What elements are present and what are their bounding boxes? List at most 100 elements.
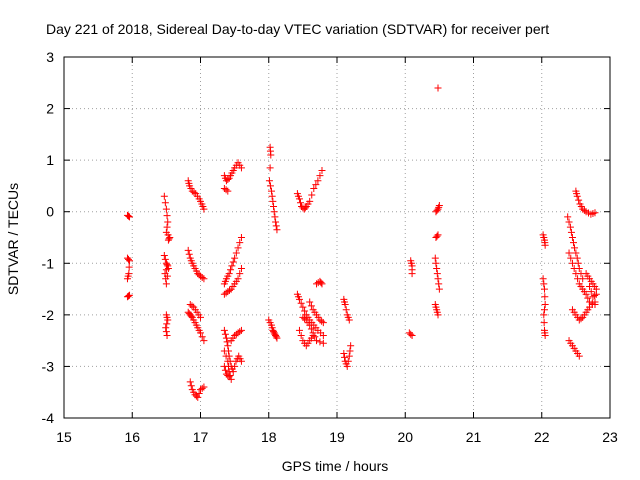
- data-point: [237, 326, 245, 334]
- data-point: [584, 294, 592, 302]
- data-point: [190, 188, 198, 196]
- x-tick-label: 22: [534, 429, 550, 445]
- data-point: [231, 254, 239, 262]
- data-point: [124, 255, 132, 263]
- data-point: [306, 321, 314, 329]
- data-point: [568, 234, 576, 241]
- data-point: [270, 208, 278, 216]
- data-point: [591, 292, 599, 300]
- data-point: [297, 331, 305, 339]
- data-point: [346, 347, 354, 355]
- x-tick-label: 16: [124, 429, 140, 445]
- data-point: [267, 187, 275, 195]
- data-point: [237, 164, 245, 172]
- data-point: [296, 199, 304, 207]
- data-point: [195, 390, 203, 398]
- data-point: [187, 312, 195, 320]
- data-point: [228, 262, 236, 270]
- data-point: [273, 226, 281, 234]
- data-point: [575, 352, 583, 360]
- data-point: [161, 199, 169, 207]
- data-point: [126, 257, 134, 265]
- data-point: [162, 328, 170, 336]
- data-point: [341, 353, 349, 361]
- data-point: [184, 246, 192, 254]
- data-point: [163, 320, 171, 328]
- data-point: [222, 186, 230, 194]
- data-point: [295, 195, 303, 203]
- data-point: [126, 291, 134, 299]
- data-point: [306, 197, 314, 205]
- data-point: [343, 362, 351, 370]
- data-point: [272, 333, 280, 341]
- data-point: [225, 373, 233, 381]
- y-tick-label: -3: [42, 358, 55, 374]
- data-point: [299, 303, 307, 311]
- x-tick-label: 19: [329, 429, 345, 445]
- data-point: [540, 306, 548, 314]
- data-point: [564, 213, 572, 221]
- x-tick-label: 15: [56, 429, 72, 445]
- data-point: [160, 252, 168, 260]
- data-point: [123, 275, 131, 283]
- data-point: [433, 270, 441, 278]
- data-point: [565, 249, 573, 257]
- data-point: [224, 342, 232, 350]
- data-point: [580, 206, 588, 214]
- data-point: [540, 285, 548, 293]
- data-point: [540, 311, 548, 319]
- data-point: [307, 302, 315, 310]
- data-point: [574, 275, 582, 283]
- data-point: [573, 254, 581, 262]
- data-point: [125, 263, 133, 271]
- data-point: [566, 223, 574, 231]
- data-point: [231, 362, 239, 370]
- data-point: [188, 302, 196, 310]
- data-point: [316, 172, 324, 180]
- data-point: [573, 192, 581, 200]
- data-point: [234, 244, 242, 252]
- data-point: [567, 228, 575, 236]
- data-point: [164, 236, 172, 244]
- data-point: [297, 299, 305, 307]
- data-point: [318, 280, 326, 288]
- data-point: [164, 316, 172, 324]
- data-point: [224, 357, 232, 365]
- data-point: [311, 333, 319, 341]
- data-point: [163, 272, 171, 280]
- x-axis-label: GPS time / hours: [282, 458, 389, 474]
- data-point: [342, 306, 350, 314]
- data-point: [198, 333, 206, 341]
- data-point: [571, 244, 579, 252]
- data-point: [570, 264, 578, 272]
- data-point: [270, 203, 278, 211]
- data-point: [222, 334, 230, 342]
- data-point: [316, 338, 324, 346]
- data-point: [200, 383, 208, 391]
- data-point: [197, 329, 204, 337]
- data-point: [301, 204, 309, 212]
- data-point: [272, 218, 280, 226]
- data-point: [408, 331, 416, 339]
- data-point: [226, 286, 234, 294]
- data-point: [165, 235, 173, 243]
- data-point: [222, 352, 230, 360]
- data-point: [295, 295, 303, 303]
- data-point: [220, 326, 228, 334]
- data-point: [541, 241, 549, 249]
- data-point: [232, 249, 240, 257]
- y-tick-label: 3: [46, 49, 54, 65]
- data-point: [434, 275, 442, 283]
- data-point: [236, 239, 244, 247]
- data-point: [200, 275, 208, 283]
- data-point: [221, 366, 229, 374]
- chart-title: Day 221 of 2018, Sidereal Day-to-day VTE…: [46, 21, 549, 37]
- data-point: [224, 371, 232, 379]
- data-point: [341, 301, 349, 309]
- data-point: [310, 185, 318, 193]
- data-point: [220, 347, 228, 355]
- data-point: [307, 325, 315, 333]
- data-point: [164, 264, 172, 272]
